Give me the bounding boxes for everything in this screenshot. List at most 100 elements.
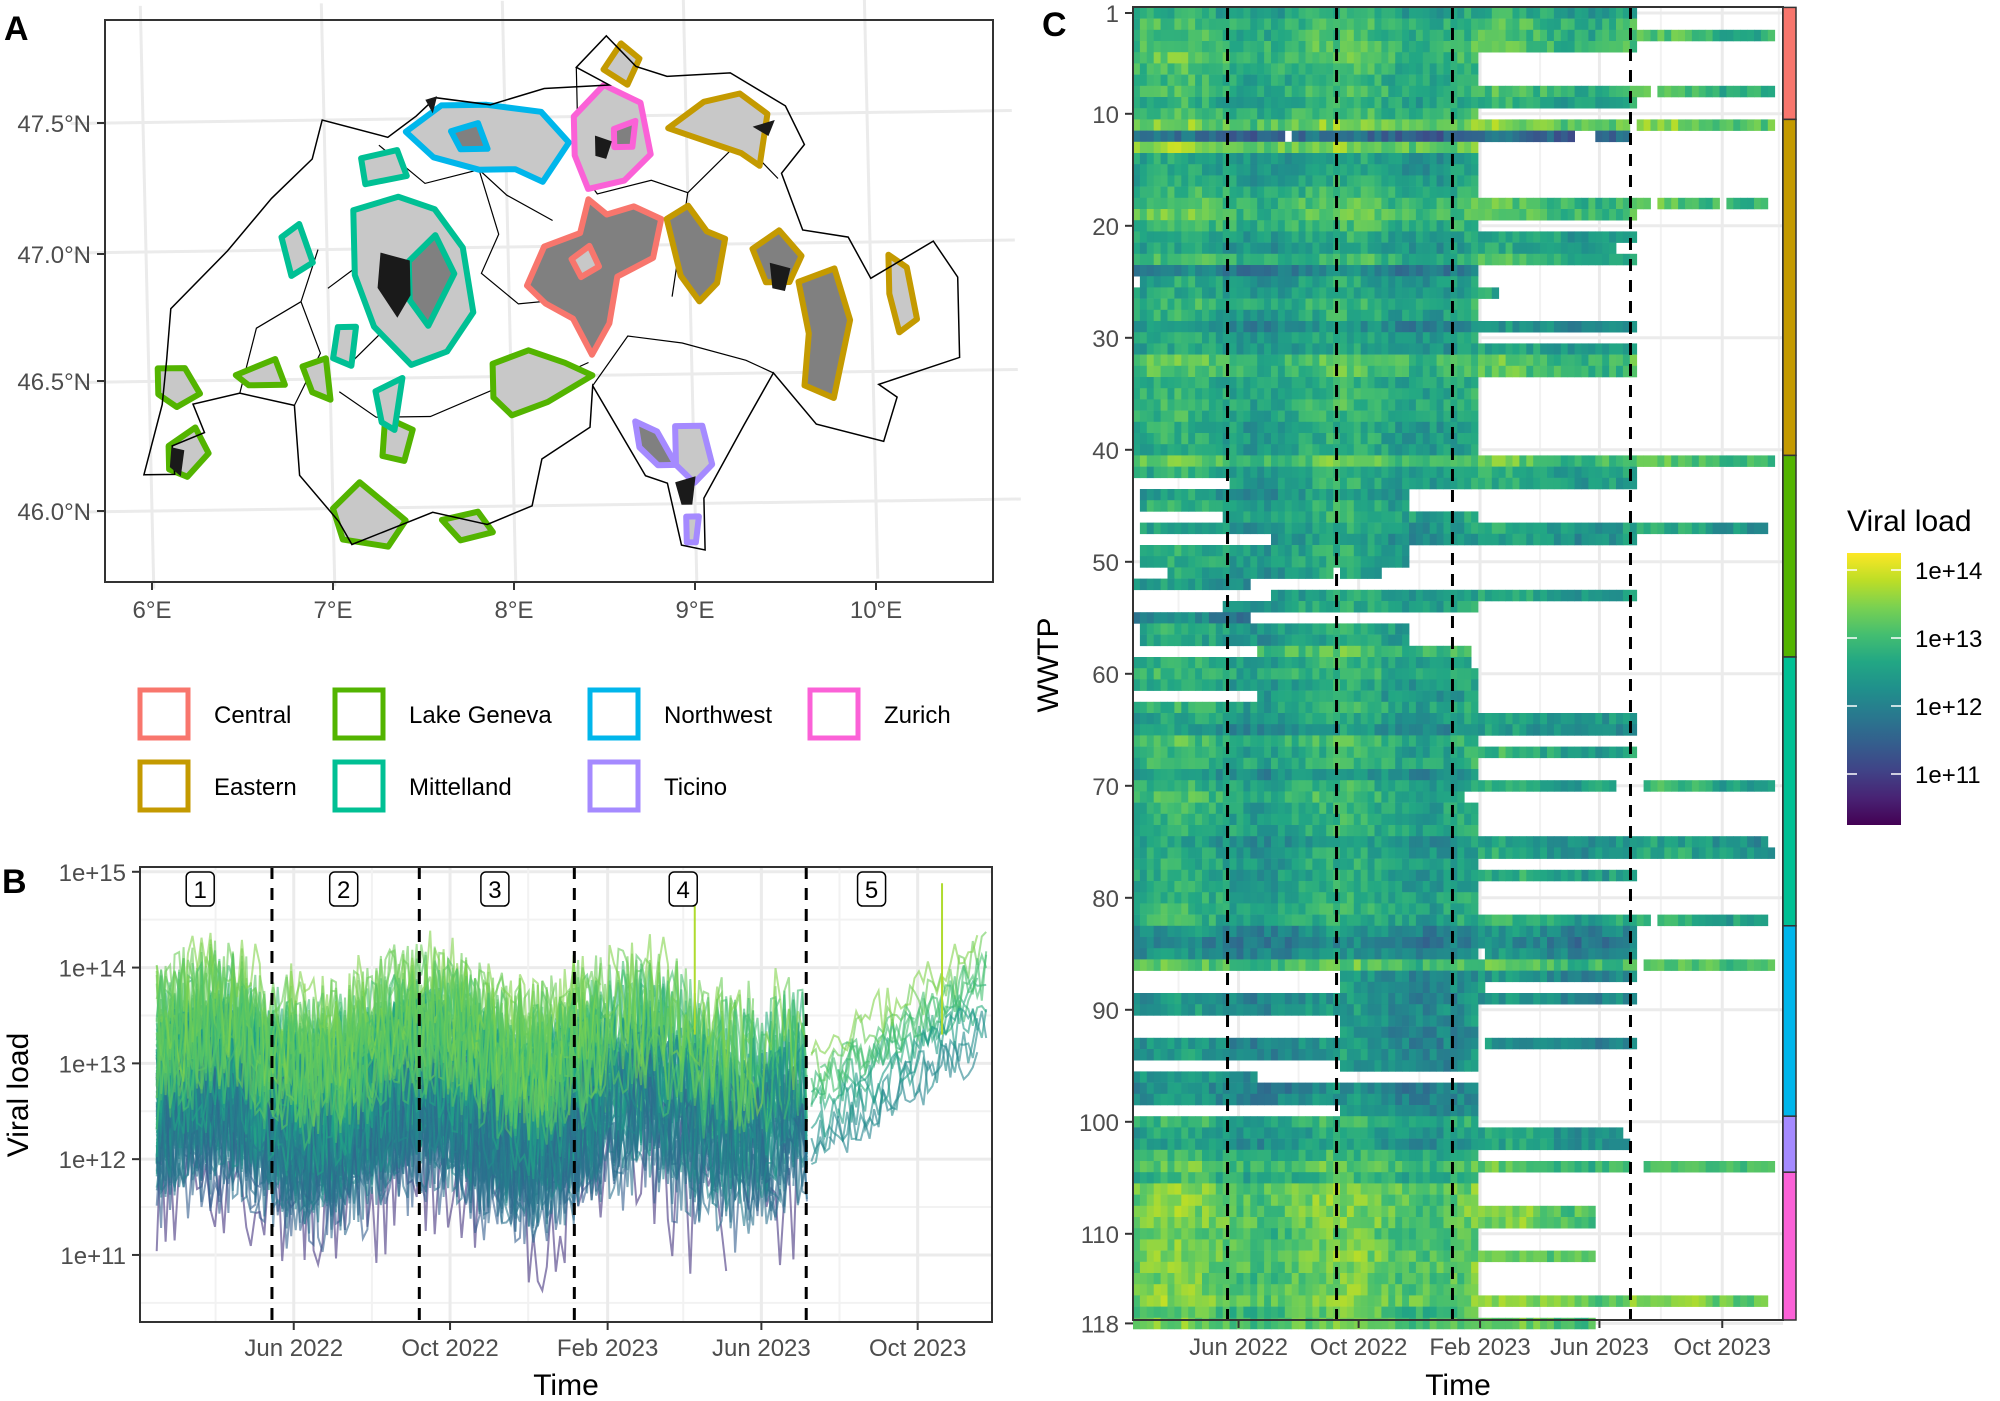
heatmap-cell (1333, 455, 1341, 467)
heatmap-cell (1429, 533, 1437, 546)
heatmap-cell (1450, 175, 1458, 187)
heatmap-cell (1678, 780, 1686, 792)
heatmap-cell (1422, 231, 1431, 243)
heatmap-cell (1222, 545, 1230, 557)
heatmap-cell (1484, 713, 1493, 725)
heatmap-cell (1202, 433, 1210, 445)
heatmap-cell (1298, 365, 1306, 378)
heatmap-cell (1215, 858, 1224, 871)
heatmap-cell (1167, 869, 1175, 882)
heatmap-cell (1257, 433, 1265, 445)
heatmap-cell (1133, 365, 1141, 378)
heatmap-cell (1360, 186, 1368, 199)
heatmap-cell (1491, 18, 1500, 31)
heatmap-cell (1471, 522, 1479, 535)
heatmap-cell (1333, 791, 1341, 803)
heatmap-cell (1160, 791, 1168, 803)
heatmap-cell (1436, 130, 1444, 143)
heatmap-cell (1340, 52, 1348, 64)
heatmap-cell (1277, 545, 1286, 557)
heatmap-cell (1202, 52, 1210, 64)
heatmap-cell (1264, 545, 1272, 557)
heatmap-cell (1540, 522, 1548, 535)
heatmap-cell (1229, 500, 1237, 512)
heatmap-cell (1491, 7, 1500, 19)
heatmap-cell (1215, 74, 1224, 87)
heatmap-cell (1188, 578, 1196, 591)
heatmap-cell (1284, 287, 1293, 299)
heatmap-cell (1395, 354, 1403, 367)
heatmap-cell (1443, 354, 1451, 367)
heatmap-cell (1257, 813, 1265, 826)
heatmap-cell (1464, 231, 1472, 243)
heatmap-cell (1167, 825, 1175, 837)
heatmap-cell (1374, 321, 1382, 333)
heatmap-cell (1409, 522, 1417, 535)
heatmap-cell (1346, 735, 1355, 747)
heatmap-cell (1353, 847, 1362, 859)
heatmap-cell (1139, 209, 1148, 221)
heatmap-cell (1422, 466, 1431, 479)
heatmap-cell (1464, 892, 1472, 904)
heatmap-row (1133, 892, 1479, 904)
heatmap-cell (1346, 74, 1355, 87)
heatmap-cell (1333, 713, 1341, 725)
heatmap-cell (1236, 612, 1244, 624)
heatmap-cell (1450, 63, 1458, 75)
heatmap-cell (1291, 108, 1299, 120)
heatmap-cell (1609, 321, 1617, 333)
heatmap-cell (1215, 141, 1224, 154)
heatmap-cell (1202, 769, 1210, 781)
heatmap-cell (1188, 309, 1196, 322)
heatmap-cell (1429, 41, 1437, 53)
heatmap-cell (1340, 377, 1348, 389)
heatmap-cell (1374, 354, 1382, 367)
heatmap-cell (1402, 298, 1410, 311)
heatmap-cell (1305, 410, 1313, 423)
heatmap-cell (1236, 97, 1244, 109)
heatmap-cell (1422, 791, 1431, 803)
heatmap-cell (1443, 209, 1451, 221)
heatmap-cell (1395, 63, 1403, 75)
heatmap-cell (1319, 197, 1327, 210)
heatmap-cell (1581, 209, 1589, 221)
heatmap-cell (1478, 724, 1486, 736)
heatmap-cell (1388, 881, 1396, 893)
heatmap-cell (1195, 197, 1203, 210)
heatmap-cell (1160, 164, 1168, 176)
heatmap-cell (1519, 365, 1527, 378)
heatmap-cell (1298, 713, 1306, 725)
heatmap-cell (1257, 41, 1265, 53)
heatmap-cell (1298, 735, 1306, 747)
heatmap-cell (1574, 29, 1582, 42)
heatmap-cell (1602, 869, 1610, 882)
heatmap-cell (1464, 410, 1472, 423)
heatmap-cell (1208, 220, 1217, 232)
heatmap-cell (1402, 869, 1410, 882)
heatmap-cell (1519, 321, 1527, 333)
heatmap-cell (1609, 713, 1617, 725)
heatmap-cell (1284, 97, 1293, 109)
heatmap-cell (1160, 332, 1168, 344)
heatmap-cell (1133, 578, 1141, 591)
heatmap-cell (1457, 892, 1465, 904)
heatmap-cell (1146, 522, 1155, 535)
heatmap-cell (1160, 858, 1168, 871)
heatmap-cell (1298, 253, 1306, 266)
heatmap-cell (1139, 858, 1148, 871)
heatmap-cell (1319, 757, 1327, 770)
heatmap-cell (1243, 186, 1251, 199)
heatmap-cell (1167, 500, 1175, 512)
heatmap-cell (1457, 825, 1465, 837)
heatmap-cell (1505, 780, 1513, 792)
heatmap-cell (1381, 287, 1389, 299)
heatmap-cell (1250, 601, 1258, 613)
heatmap-cell (1243, 813, 1251, 826)
heatmap-cell (1353, 802, 1362, 815)
heatmap-cell (1319, 130, 1327, 143)
heatmap-cell (1257, 287, 1265, 299)
heatmap-cell (1519, 354, 1527, 367)
heatmap-cell (1498, 477, 1506, 490)
heatmap-cell (1450, 332, 1458, 344)
